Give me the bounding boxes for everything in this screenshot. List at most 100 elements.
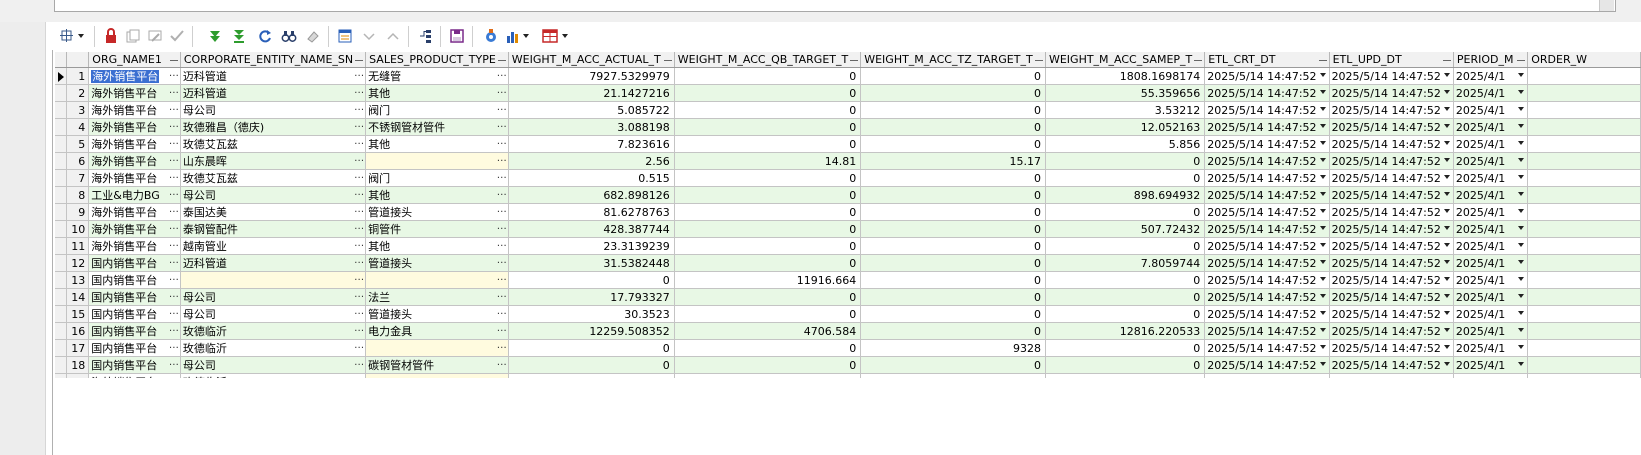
table-row[interactable]: 12 国内销售平台… 迈科管道… 管道接头… 31.5382448 0 0 7.8059744… bbox=[55, 254, 1641, 272]
column-header-etl-upd-dt[interactable]: ETL_UPD_DT bbox=[1329, 52, 1454, 68]
cell-editor-ellipsis-icon[interactable]: … bbox=[497, 374, 507, 378]
cell-period-m[interactable]: 2025/4/1 bbox=[1453, 356, 1529, 374]
cell-etl-crt-dt[interactable]: 2025/5/14 14:47:52 bbox=[1204, 67, 1330, 85]
cell-corporate-entity-name-sn[interactable]: 玫德临沂… bbox=[180, 322, 367, 340]
table-row[interactable]: 6 海外销售平台… 山东晨晖…… 2.56 14.81 15.17 0 2025/5/14 1… bbox=[55, 152, 1641, 170]
cell-editor-ellipsis-icon[interactable]: … bbox=[168, 85, 179, 96]
cell-period-m[interactable]: 2025/4/1 bbox=[1453, 339, 1529, 357]
cell-period-m[interactable]: 2025/4/1 bbox=[1453, 203, 1529, 221]
date-dropdown-icon[interactable] bbox=[1518, 192, 1525, 196]
date-dropdown-icon[interactable] bbox=[1319, 175, 1326, 179]
cell-etl-upd-dt[interactable]: 2025/5/14 14:47:52 bbox=[1329, 84, 1454, 102]
cell-etl-upd-dt[interactable]: 2025/5/14 14:47:52 bbox=[1329, 237, 1454, 255]
date-dropdown-icon[interactable] bbox=[1518, 209, 1525, 213]
cell-etl-crt-dt[interactable]: 2025/5/14 14:47:52 bbox=[1204, 254, 1330, 272]
date-dropdown-icon[interactable] bbox=[1518, 175, 1525, 179]
cell-period-m[interactable]: 2025/4/1 bbox=[1453, 254, 1529, 272]
cell-editor-ellipsis-icon[interactable]: … bbox=[168, 306, 179, 317]
cell-etl-crt-dt[interactable]: 2025/5/14 14:47:52 bbox=[1204, 271, 1330, 289]
column-header-org-name1[interactable]: ORG_NAME1 bbox=[88, 52, 181, 68]
cell-etl-upd-dt[interactable]: 2025/5/14 14:47:52 bbox=[1329, 339, 1454, 357]
date-dropdown-icon[interactable] bbox=[1443, 175, 1450, 179]
table-row[interactable]: 18 国内销售平台… 母公司… 碳钢管材管件… 0 0 0 0 2025/5/14 14:47:… bbox=[55, 356, 1641, 374]
column-menu-icon[interactable] bbox=[1318, 58, 1327, 61]
cell-sales-product-type[interactable]: … bbox=[365, 271, 509, 289]
cell-weight-m-acc-samep-t[interactable]: 12.052163 bbox=[1045, 118, 1206, 136]
cell-editor-ellipsis-icon[interactable]: … bbox=[354, 170, 364, 181]
cell-weight-m-acc-samep-t[interactable]: 0 bbox=[1045, 237, 1206, 255]
table-row[interactable]: 9 海外销售平台… 泰国达美… 管道接头… 81.6278763 0 0 0 2025/5/14… bbox=[55, 203, 1641, 221]
cell-etl-upd-dt[interactable]: 2025/5/14 14:47:52 bbox=[1329, 152, 1454, 170]
date-dropdown-icon[interactable] bbox=[1518, 260, 1525, 264]
cell-corporate-entity-name-sn[interactable]: 玫德雅昌（德庆)… bbox=[180, 118, 367, 136]
date-dropdown-icon[interactable] bbox=[1443, 277, 1450, 281]
cell-etl-upd-dt[interactable]: 2025/5/14 14:47:52 bbox=[1329, 322, 1454, 340]
date-dropdown-icon[interactable] bbox=[1518, 73, 1525, 77]
cell-org-name1[interactable]: 海外销售平台… bbox=[88, 84, 181, 102]
cell-etl-crt-dt[interactable]: 2025/5/14 14:47:52 bbox=[1204, 118, 1330, 136]
cell-org-name1[interactable]: 海外销售平台… bbox=[88, 118, 181, 136]
cell-weight-m-acc-qb-target-t[interactable]: 0 bbox=[674, 237, 862, 255]
cell-editor-ellipsis-icon[interactable]: … bbox=[496, 323, 507, 334]
date-dropdown-icon[interactable] bbox=[1319, 243, 1326, 247]
cell-corporate-entity-name-sn[interactable]: 母公司… bbox=[180, 186, 367, 204]
cell-weight-m-acc-actual-t[interactable]: 30.3523 bbox=[508, 305, 675, 323]
cell-weight-m-acc-samep-t[interactable]: 7.8059744 bbox=[1045, 254, 1206, 272]
cell-weight-m-acc-samep-t[interactable]: 0.528756 bbox=[1045, 373, 1206, 378]
column-header-corporate-entity-name-sn[interactable]: CORPORATE_ENTITY_NAME_SN bbox=[180, 52, 367, 68]
cell-editor-ellipsis-icon[interactable]: … bbox=[168, 255, 179, 266]
date-dropdown-icon[interactable] bbox=[1319, 362, 1326, 366]
refresh-button[interactable] bbox=[256, 27, 274, 45]
cell-editor-ellipsis-icon[interactable]: … bbox=[496, 221, 507, 232]
cell-org-name1[interactable]: 海外销售平台… bbox=[88, 101, 181, 119]
cell-editor-ellipsis-icon[interactable]: … bbox=[496, 170, 507, 181]
column-menu-icon[interactable] bbox=[497, 58, 506, 61]
cell-editor-ellipsis-icon[interactable]: … bbox=[354, 85, 364, 96]
column-menu-icon[interactable] bbox=[1194, 58, 1203, 61]
clear-record-button[interactable] bbox=[146, 27, 164, 45]
cell-sales-product-type[interactable]: 碳钢管材管件… bbox=[365, 356, 509, 374]
cell-weight-m-acc-qb-target-t[interactable]: 0 bbox=[674, 135, 862, 153]
cell-editor-ellipsis-icon[interactable]: … bbox=[168, 119, 179, 130]
cell-weight-m-acc-tz-target-t[interactable]: 6617.97 bbox=[860, 373, 1046, 378]
cell-etl-crt-dt[interactable]: 2025/5/14 14:47:52 bbox=[1204, 305, 1330, 323]
cell-period-m[interactable]: 2025/4/1 bbox=[1453, 271, 1529, 289]
cell-editor-ellipsis-icon[interactable]: … bbox=[496, 238, 507, 249]
cell-weight-m-acc-actual-t[interactable]: 0.515 bbox=[508, 169, 675, 187]
date-dropdown-icon[interactable] bbox=[1443, 362, 1450, 366]
cell-org-name1[interactable]: 海外销售平台… bbox=[88, 67, 181, 85]
grid-options-button[interactable] bbox=[58, 27, 88, 45]
cell-weight-m-acc-tz-target-t[interactable]: 0 bbox=[860, 203, 1046, 221]
date-dropdown-icon[interactable] bbox=[1319, 73, 1326, 77]
column-menu-icon[interactable] bbox=[355, 58, 364, 61]
cell-order-w[interactable] bbox=[1527, 101, 1641, 119]
cell-etl-crt-dt[interactable]: 2025/5/14 14:47:52 bbox=[1204, 288, 1330, 306]
date-dropdown-icon[interactable] bbox=[1319, 226, 1326, 230]
date-dropdown-icon[interactable] bbox=[1319, 90, 1326, 94]
cell-weight-m-acc-samep-t[interactable]: 0 bbox=[1045, 305, 1206, 323]
cell-editor-ellipsis-icon[interactable]: … bbox=[354, 289, 364, 300]
cell-weight-m-acc-samep-t[interactable]: 898.694932 bbox=[1045, 186, 1206, 204]
cell-editor-ellipsis-icon[interactable]: … bbox=[354, 119, 364, 130]
date-dropdown-icon[interactable] bbox=[1443, 141, 1450, 145]
cell-etl-crt-dt[interactable]: 2025/5/14 14:47:52 bbox=[1204, 339, 1330, 357]
cell-editor-ellipsis-icon[interactable]: … bbox=[496, 119, 507, 130]
cell-weight-m-acc-actual-t[interactable]: 31.5382448 bbox=[508, 254, 675, 272]
cell-weight-m-acc-actual-t[interactable]: 23.3139239 bbox=[508, 237, 675, 255]
cell-weight-m-acc-tz-target-t[interactable]: 0 bbox=[860, 305, 1046, 323]
cell-order-w[interactable] bbox=[1527, 84, 1641, 102]
cell-editor-ellipsis-icon[interactable]: … bbox=[168, 289, 179, 300]
cell-weight-m-acc-actual-t[interactable]: 5.085722 bbox=[508, 101, 675, 119]
cell-order-w[interactable] bbox=[1527, 373, 1641, 378]
cell-editor-ellipsis-icon[interactable]: … bbox=[496, 85, 507, 96]
date-dropdown-icon[interactable] bbox=[1319, 107, 1326, 111]
date-dropdown-icon[interactable] bbox=[1443, 328, 1450, 332]
column-header-sales-product-type[interactable]: SALES_PRODUCT_TYPE bbox=[365, 52, 509, 68]
cell-order-w[interactable] bbox=[1527, 271, 1641, 289]
clear-button[interactable] bbox=[304, 27, 322, 45]
date-dropdown-icon[interactable] bbox=[1319, 345, 1326, 349]
cell-editor-ellipsis-icon[interactable]: … bbox=[168, 68, 179, 79]
sort-button[interactable] bbox=[384, 27, 402, 45]
cell-weight-m-acc-qb-target-t[interactable]: 0 bbox=[674, 84, 862, 102]
table-row[interactable]: 2 海外销售平台… 迈科管道… 其他… 21.1427216 0 0 55.359656 202… bbox=[55, 84, 1641, 102]
